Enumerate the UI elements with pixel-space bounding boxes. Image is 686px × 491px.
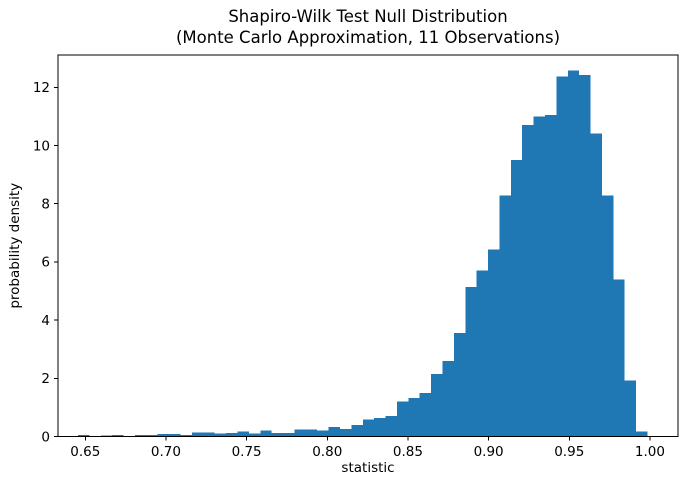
histogram-bar [396, 401, 409, 437]
histogram-bar [590, 133, 602, 437]
x-axis-label: statistic [341, 460, 394, 476]
histogram-bar [374, 418, 386, 437]
y-tick-label: 8 [41, 197, 50, 213]
histogram-bar [613, 279, 625, 437]
histogram-bar [226, 433, 238, 437]
histogram-bar [545, 114, 557, 437]
histogram-bar [488, 249, 500, 437]
histogram-bar [339, 428, 352, 437]
histogram-bar [385, 416, 397, 437]
x-tick-label: 0.70 [151, 444, 181, 460]
histogram-bar [271, 433, 284, 437]
histogram-bar [442, 360, 454, 437]
x-tick-label: 0.85 [393, 444, 423, 460]
x-tick-label: 0.65 [70, 444, 100, 460]
histogram-bar [328, 427, 340, 437]
histogram-bar [533, 116, 545, 437]
histogram-bar [556, 76, 568, 437]
histogram-bar [624, 380, 637, 437]
histogram-bars [78, 70, 648, 437]
histogram-bar [214, 433, 227, 437]
y-axis-label: probability density [7, 183, 23, 309]
x-tick-label: 0.90 [474, 444, 504, 460]
plot-frame [57, 54, 679, 437]
chart-title-line1: Shapiro-Wilk Test Null Distribution [228, 7, 507, 26]
histogram-bar [476, 270, 489, 437]
histogram-bar [567, 70, 580, 437]
axes [57, 54, 679, 437]
histogram-bar [453, 333, 466, 437]
y-tick-label: 4 [41, 313, 50, 329]
chart-title-line2: (Monte Carlo Approximation, 11 Observati… [176, 28, 560, 47]
histogram-bar [362, 419, 375, 437]
histogram-bar [351, 424, 363, 437]
histogram-bar [636, 431, 648, 437]
histogram-bar [419, 392, 432, 437]
histogram-bar [283, 433, 295, 437]
histogram-bar [601, 195, 614, 437]
histogram-bar [169, 434, 181, 437]
histogram-bar [180, 434, 192, 437]
histogram-bar [408, 398, 420, 437]
histogram-bar [100, 435, 113, 437]
histogram-bar [78, 435, 90, 437]
histogram-bar [317, 430, 329, 437]
y-tick-label: 6 [41, 255, 50, 271]
histogram-bar [134, 435, 147, 437]
histogram-bar [522, 124, 534, 437]
histogram-bar [510, 159, 523, 437]
histogram-bar [305, 429, 318, 437]
x-tick-label: 1.00 [635, 444, 665, 460]
x-tick-label: 0.75 [232, 444, 262, 460]
y-tick-label: 10 [33, 138, 50, 154]
histogram-bar [499, 195, 511, 437]
histogram-bar [465, 287, 477, 437]
histogram-bar [579, 74, 591, 437]
histogram-bar [203, 432, 215, 437]
histogram-bar [157, 433, 170, 437]
histogram-bar [191, 432, 204, 437]
histogram-bar [112, 435, 124, 437]
histogram-bar [237, 431, 249, 437]
tick-marks-and-labels: 0.65 0.70 0.75 0.80 0.85 0.90 0.95 1.00 0 2 4 6 8 10 1… [33, 80, 665, 460]
y-tick-label: 0 [41, 429, 50, 445]
histogram-bar [146, 434, 158, 437]
histogram-bar [248, 433, 261, 437]
histogram-bar [431, 373, 443, 437]
x-tick-label: 0.95 [554, 444, 584, 460]
y-tick-label: 2 [41, 371, 50, 387]
histogram-bar [260, 430, 272, 437]
y-tick-label: 12 [33, 80, 50, 96]
x-tick-label: 0.80 [312, 444, 342, 460]
histogram-bar [294, 429, 306, 437]
